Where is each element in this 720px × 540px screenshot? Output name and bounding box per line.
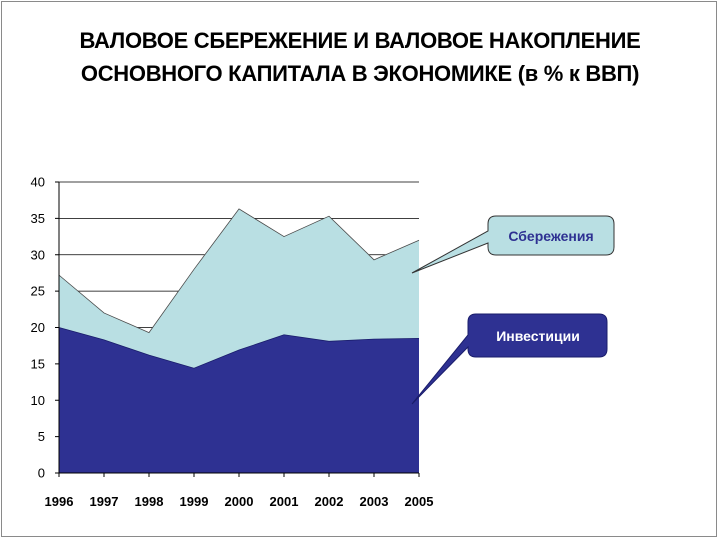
chart-axes [55,181,420,477]
y-tick-label-35: 35 [31,211,45,226]
x-tick-label-1999: 1999 [180,494,209,509]
y-tick-label-15: 15 [31,356,45,371]
callout-savings-box [411,215,615,274]
callout-investment-label: Инвестиции [496,328,580,344]
chart-areas [58,208,420,474]
title-line-1: ВАЛОВОЕ СБЕРЕЖЕНИЕ И ВАЛОВОЕ НАКОПЛЕНИЕ [79,28,641,53]
callout-savings-label: Сбережения [508,228,593,244]
y-tick-label-40: 40 [31,175,45,190]
y-tick-label-30: 30 [31,247,45,262]
callout-investment-box [411,313,608,405]
y-tick-label-0: 0 [38,466,45,481]
x-tick-label-2003: 2003 [360,494,389,509]
x-tick-label-2001: 2001 [270,494,299,509]
y-tick-label-10: 10 [31,393,45,408]
x-tick-labels: 1996 1997 1998 1999 2000 2001 2002 2003 2005 [45,494,434,509]
series-line-investment [58,327,420,369]
page-title: ВАЛОВОЕ СБЕРЕЖЕНИЕ И ВАЛОВОЕ НАКОПЛЕНИЕ … [2,24,718,90]
y-tick-label-5: 5 [38,429,45,444]
x-tick-label-1998: 1998 [135,494,164,509]
area-series-investment [59,327,419,473]
callout-savings: Сбережения [411,215,615,274]
x-tick-label-2005: 2005 [405,494,434,509]
series-line-savings [58,208,420,334]
callouts: Сбережения Инвестиции [411,215,615,405]
y-tick-labels: 0 5 10 15 20 25 30 35 40 [31,175,45,481]
x-tick-label-1996: 1996 [45,494,74,509]
y-tick-label-20: 20 [31,320,45,335]
x-tick-label-1997: 1997 [90,494,119,509]
x-tick-label-2000: 2000 [225,494,254,509]
title-line-2: ОСНОВНОГО КАПИТАЛА В ЭКОНОМИКЕ (в % к ВВ… [80,61,640,86]
y-tick-label-25: 25 [31,284,45,299]
callout-investment: Инвестиции [411,313,608,405]
x-tick-label-2002: 2002 [315,494,344,509]
